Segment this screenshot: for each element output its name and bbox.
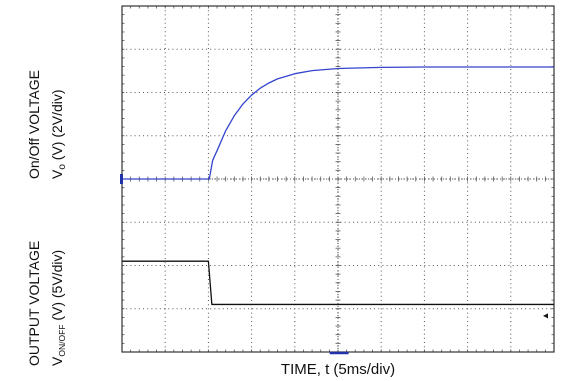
top-ylabel-symbol: V [49,169,65,179]
bottom-ylabel-line1: OUTPUT VOLTAGE [26,241,42,366]
top-ylabel-subscript: o [57,164,68,170]
top-ylabel-line2: Vo (V) (2V/div) [49,89,68,179]
trace-on-off-voltage [122,66,554,180]
trace-output-voltage [122,260,554,306]
channel1-ground-marker [120,174,123,184]
bottom-ylabel-symbol: V [49,356,65,366]
bottom-ylabel-line2: VON/OFF (V) (5V/div) [49,250,67,366]
bottom-ylabel-subscript: ON/OFF [57,325,67,357]
top-ylabel-unit: (V) (2V/div) [49,89,65,164]
channel2-ground-marker [543,313,548,319]
traces [122,66,554,306]
bottom-ylabel-unit: (V) (5V/div) [49,250,65,325]
top-ylabel-line1: On/Off VOLTAGE [26,70,42,179]
channel-markers [120,174,548,355]
x-axis-label: TIME, t (5ms/div) [281,361,395,378]
